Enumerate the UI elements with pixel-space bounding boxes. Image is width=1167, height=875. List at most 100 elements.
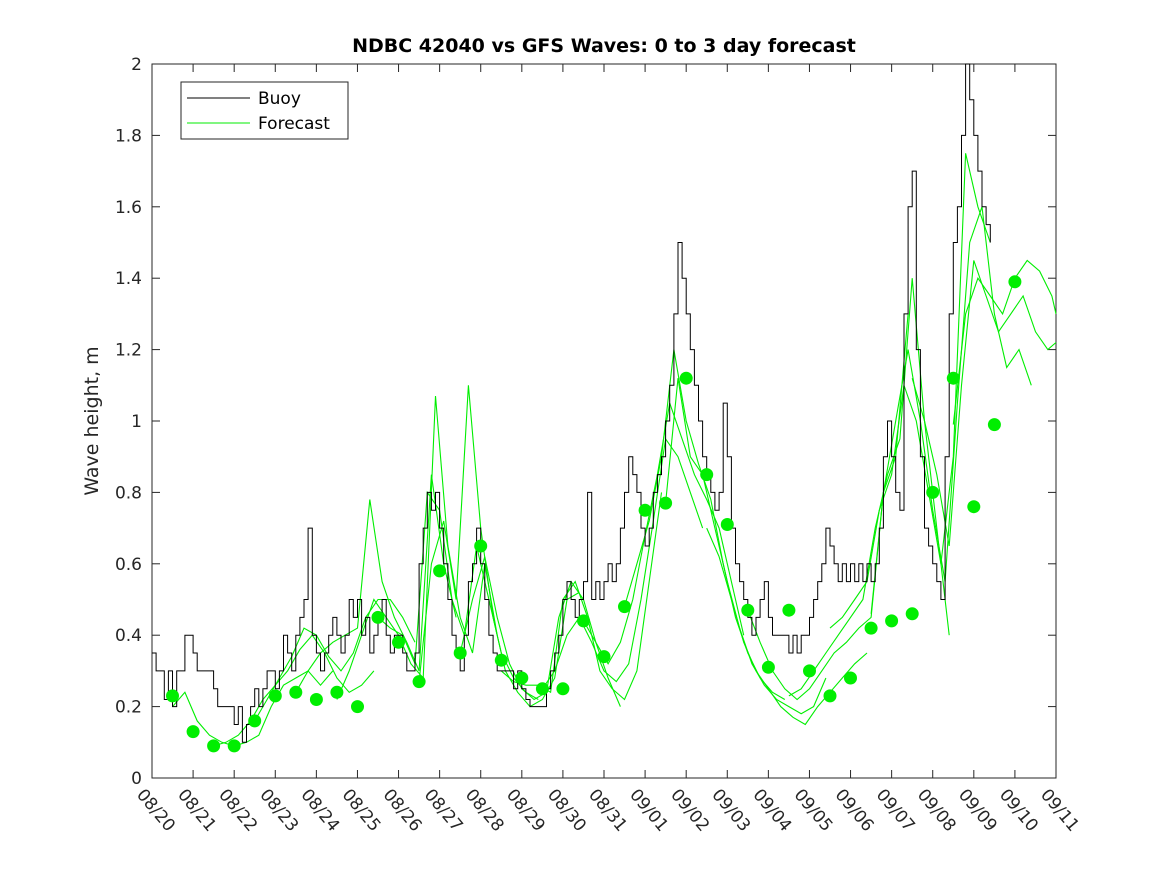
forecast-marker xyxy=(207,739,221,753)
forecast-marker xyxy=(782,603,796,617)
forecast-line xyxy=(706,527,868,726)
forecast-marker xyxy=(638,503,652,517)
forecast-marker xyxy=(351,700,364,714)
buoy-line xyxy=(152,63,991,743)
forecast-line xyxy=(459,556,621,707)
x-tick-label: 09/08 xyxy=(913,785,960,835)
forecast-line xyxy=(952,259,1057,425)
x-tick-label: 09/09 xyxy=(954,785,1001,835)
forecast-marker xyxy=(474,539,488,553)
forecast-series xyxy=(172,153,1057,747)
forecast-line xyxy=(336,395,498,700)
forecast-line xyxy=(377,490,539,700)
forecast-marker xyxy=(268,689,282,703)
y-tick-label: 1.2 xyxy=(115,341,142,361)
forecast-marker xyxy=(166,689,179,703)
x-tick-label: 09/10 xyxy=(995,785,1042,835)
forecast-marker xyxy=(987,418,1001,432)
forecast-marker xyxy=(659,496,673,510)
forecast-line xyxy=(541,437,704,690)
forecast-marker xyxy=(330,685,344,699)
forecast-marker xyxy=(227,739,241,753)
x-tick-label: 08/20 xyxy=(132,785,179,835)
x-tick-label: 09/02 xyxy=(666,785,713,835)
x-tick-label: 08/22 xyxy=(214,785,261,835)
forecast-marker xyxy=(679,371,693,385)
forecast-marker xyxy=(453,646,467,660)
y-tick-label: 0.4 xyxy=(115,626,142,646)
x-tick-label: 09/04 xyxy=(749,785,796,835)
x-tick-label: 08/24 xyxy=(297,785,344,835)
x-tick-label: 09/05 xyxy=(790,785,837,835)
forecast-marker xyxy=(885,614,899,628)
forecast-marker xyxy=(700,468,714,482)
forecast-marker xyxy=(392,635,405,649)
forecast-line xyxy=(213,634,375,747)
legend-box xyxy=(180,81,349,140)
forecast-marker xyxy=(946,371,960,385)
forecast-marker xyxy=(905,607,919,621)
x-tick-label: 08/23 xyxy=(255,785,302,835)
x-tick-label: 08/29 xyxy=(502,785,549,835)
forecast-marker xyxy=(535,682,549,696)
forecast-marker xyxy=(864,621,878,635)
forecast-marker xyxy=(412,675,426,689)
x-tick-label: 08/25 xyxy=(338,785,385,835)
forecast-marker xyxy=(494,653,508,667)
forecast-marker xyxy=(597,650,611,664)
forecast-line xyxy=(172,670,334,747)
x-tick-label: 08/27 xyxy=(420,785,467,835)
buoy-series xyxy=(152,63,991,743)
forecast-markers xyxy=(166,275,1022,753)
forecast-line xyxy=(870,206,1032,614)
forecast-marker xyxy=(515,671,529,685)
x-tick-label: 09/07 xyxy=(872,785,919,835)
y-tick-label: 2 xyxy=(131,55,142,75)
y-axis: 0 0.2 0.4 0.6 0.8 1 1.2 1.4 1.6 1.8 2 xyxy=(115,55,1056,789)
forecast-marker xyxy=(761,660,775,674)
x-tick-label: 09/11 xyxy=(1036,785,1083,835)
forecast-marker xyxy=(371,610,385,624)
x-tick-label: 08/21 xyxy=(173,785,220,835)
forecast-line xyxy=(829,153,991,629)
y-tick-label: 1.6 xyxy=(115,198,142,218)
legend-forecast-label: Forecast xyxy=(258,114,330,134)
forecast-marker xyxy=(720,518,734,531)
forecast-marker xyxy=(289,685,303,699)
y-tick-label: 1.8 xyxy=(115,126,142,146)
y-tick-label: 1 xyxy=(131,412,142,432)
forecast-marker xyxy=(186,725,200,739)
forecast-marker xyxy=(1008,275,1022,289)
y-tick-label: 0.8 xyxy=(115,483,142,503)
forecast-marker xyxy=(556,682,570,696)
legend: Buoy Forecast xyxy=(180,81,349,140)
forecast-line xyxy=(418,385,580,708)
forecast-marker xyxy=(309,693,323,706)
x-tick-label: 08/28 xyxy=(461,785,508,835)
forecast-marker xyxy=(823,689,837,703)
x-tick-label: 08/31 xyxy=(584,785,631,835)
y-tick-label: 0.6 xyxy=(115,555,142,575)
forecast-marker xyxy=(577,614,590,628)
legend-buoy-label: Buoy xyxy=(258,89,301,109)
y-tick-label: 1.4 xyxy=(115,269,142,289)
forecast-line xyxy=(295,474,457,693)
chart-title: NDBC 42040 vs GFS Waves: 0 to 3 day fore… xyxy=(352,35,856,57)
x-tick-label: 09/01 xyxy=(625,785,672,835)
x-tick-label: 09/03 xyxy=(707,785,754,835)
forecast-marker xyxy=(967,500,981,514)
forecast-marker xyxy=(803,664,816,678)
forecast-marker xyxy=(844,671,857,685)
y-tick-label: 0.2 xyxy=(115,698,142,718)
x-tick-label: 09/06 xyxy=(831,785,878,835)
y-axis-label: Wave height, m xyxy=(81,346,103,495)
x-tick-label: 08/30 xyxy=(543,785,590,835)
forecast-marker xyxy=(248,714,262,728)
forecast-marker xyxy=(433,564,447,578)
forecast-marker xyxy=(926,485,940,499)
x-tick-label: 08/26 xyxy=(379,785,426,835)
forecast-line xyxy=(911,260,1057,547)
forecast-marker xyxy=(618,600,631,614)
y-tick-label: 0 xyxy=(131,769,142,789)
